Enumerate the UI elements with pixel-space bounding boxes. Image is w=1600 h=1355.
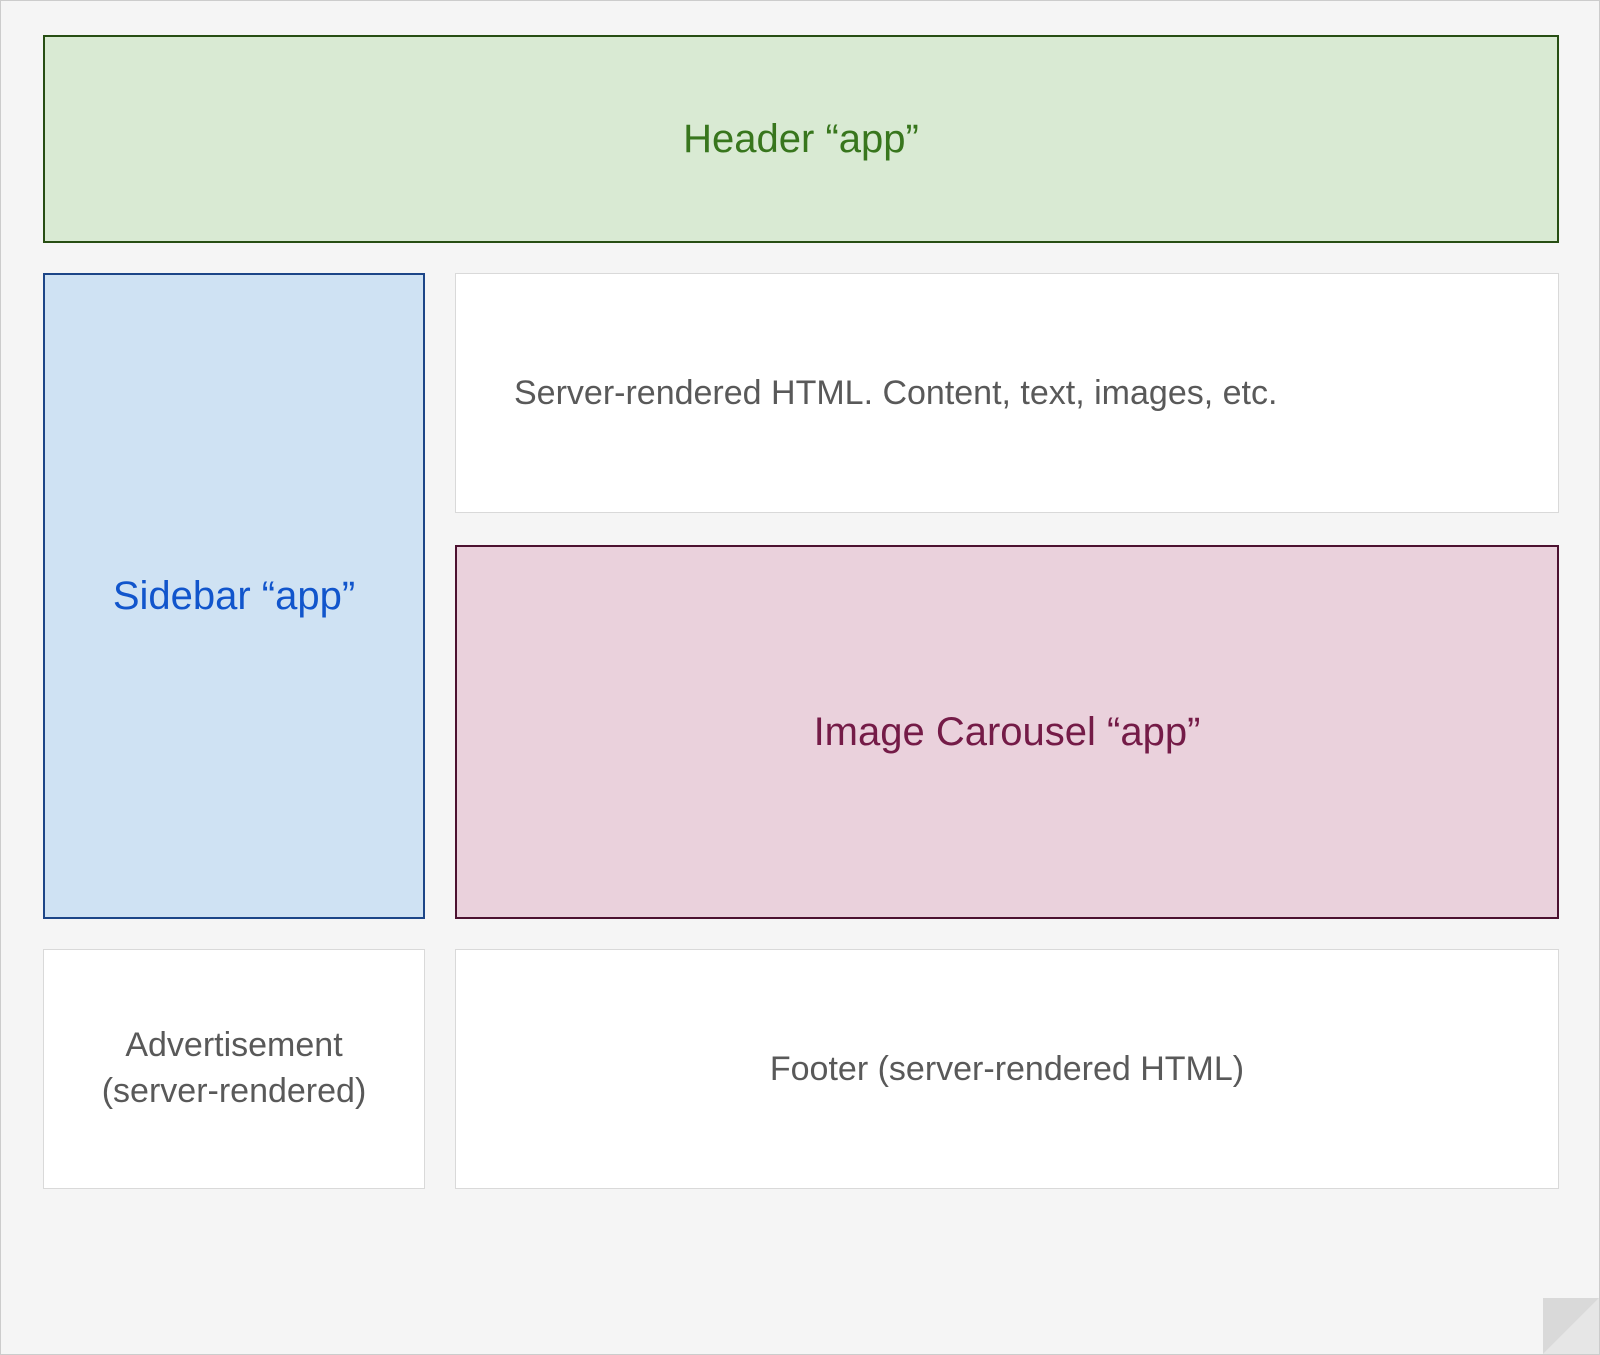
footer-label: Footer (server-rendered HTML) bbox=[770, 1050, 1244, 1089]
header-app-label: Header “app” bbox=[683, 117, 919, 162]
advertisement-label: Advertisement (server-rendered) bbox=[64, 1023, 404, 1115]
page-curl-icon bbox=[1543, 1298, 1599, 1354]
footer-box: Footer (server-rendered HTML) bbox=[455, 949, 1559, 1189]
image-carousel-app-label: Image Carousel “app” bbox=[814, 710, 1201, 755]
sidebar-app-label: Sidebar “app” bbox=[113, 574, 355, 619]
header-app-box: Header “app” bbox=[43, 35, 1559, 243]
diagram-canvas: Header “app” Sidebar “app” Server-render… bbox=[0, 0, 1600, 1355]
sidebar-app-box: Sidebar “app” bbox=[43, 273, 425, 919]
server-content-label: Server-rendered HTML. Content, text, ima… bbox=[514, 374, 1277, 413]
server-content-box: Server-rendered HTML. Content, text, ima… bbox=[455, 273, 1559, 513]
image-carousel-app-box: Image Carousel “app” bbox=[455, 545, 1559, 919]
advertisement-box: Advertisement (server-rendered) bbox=[43, 949, 425, 1189]
